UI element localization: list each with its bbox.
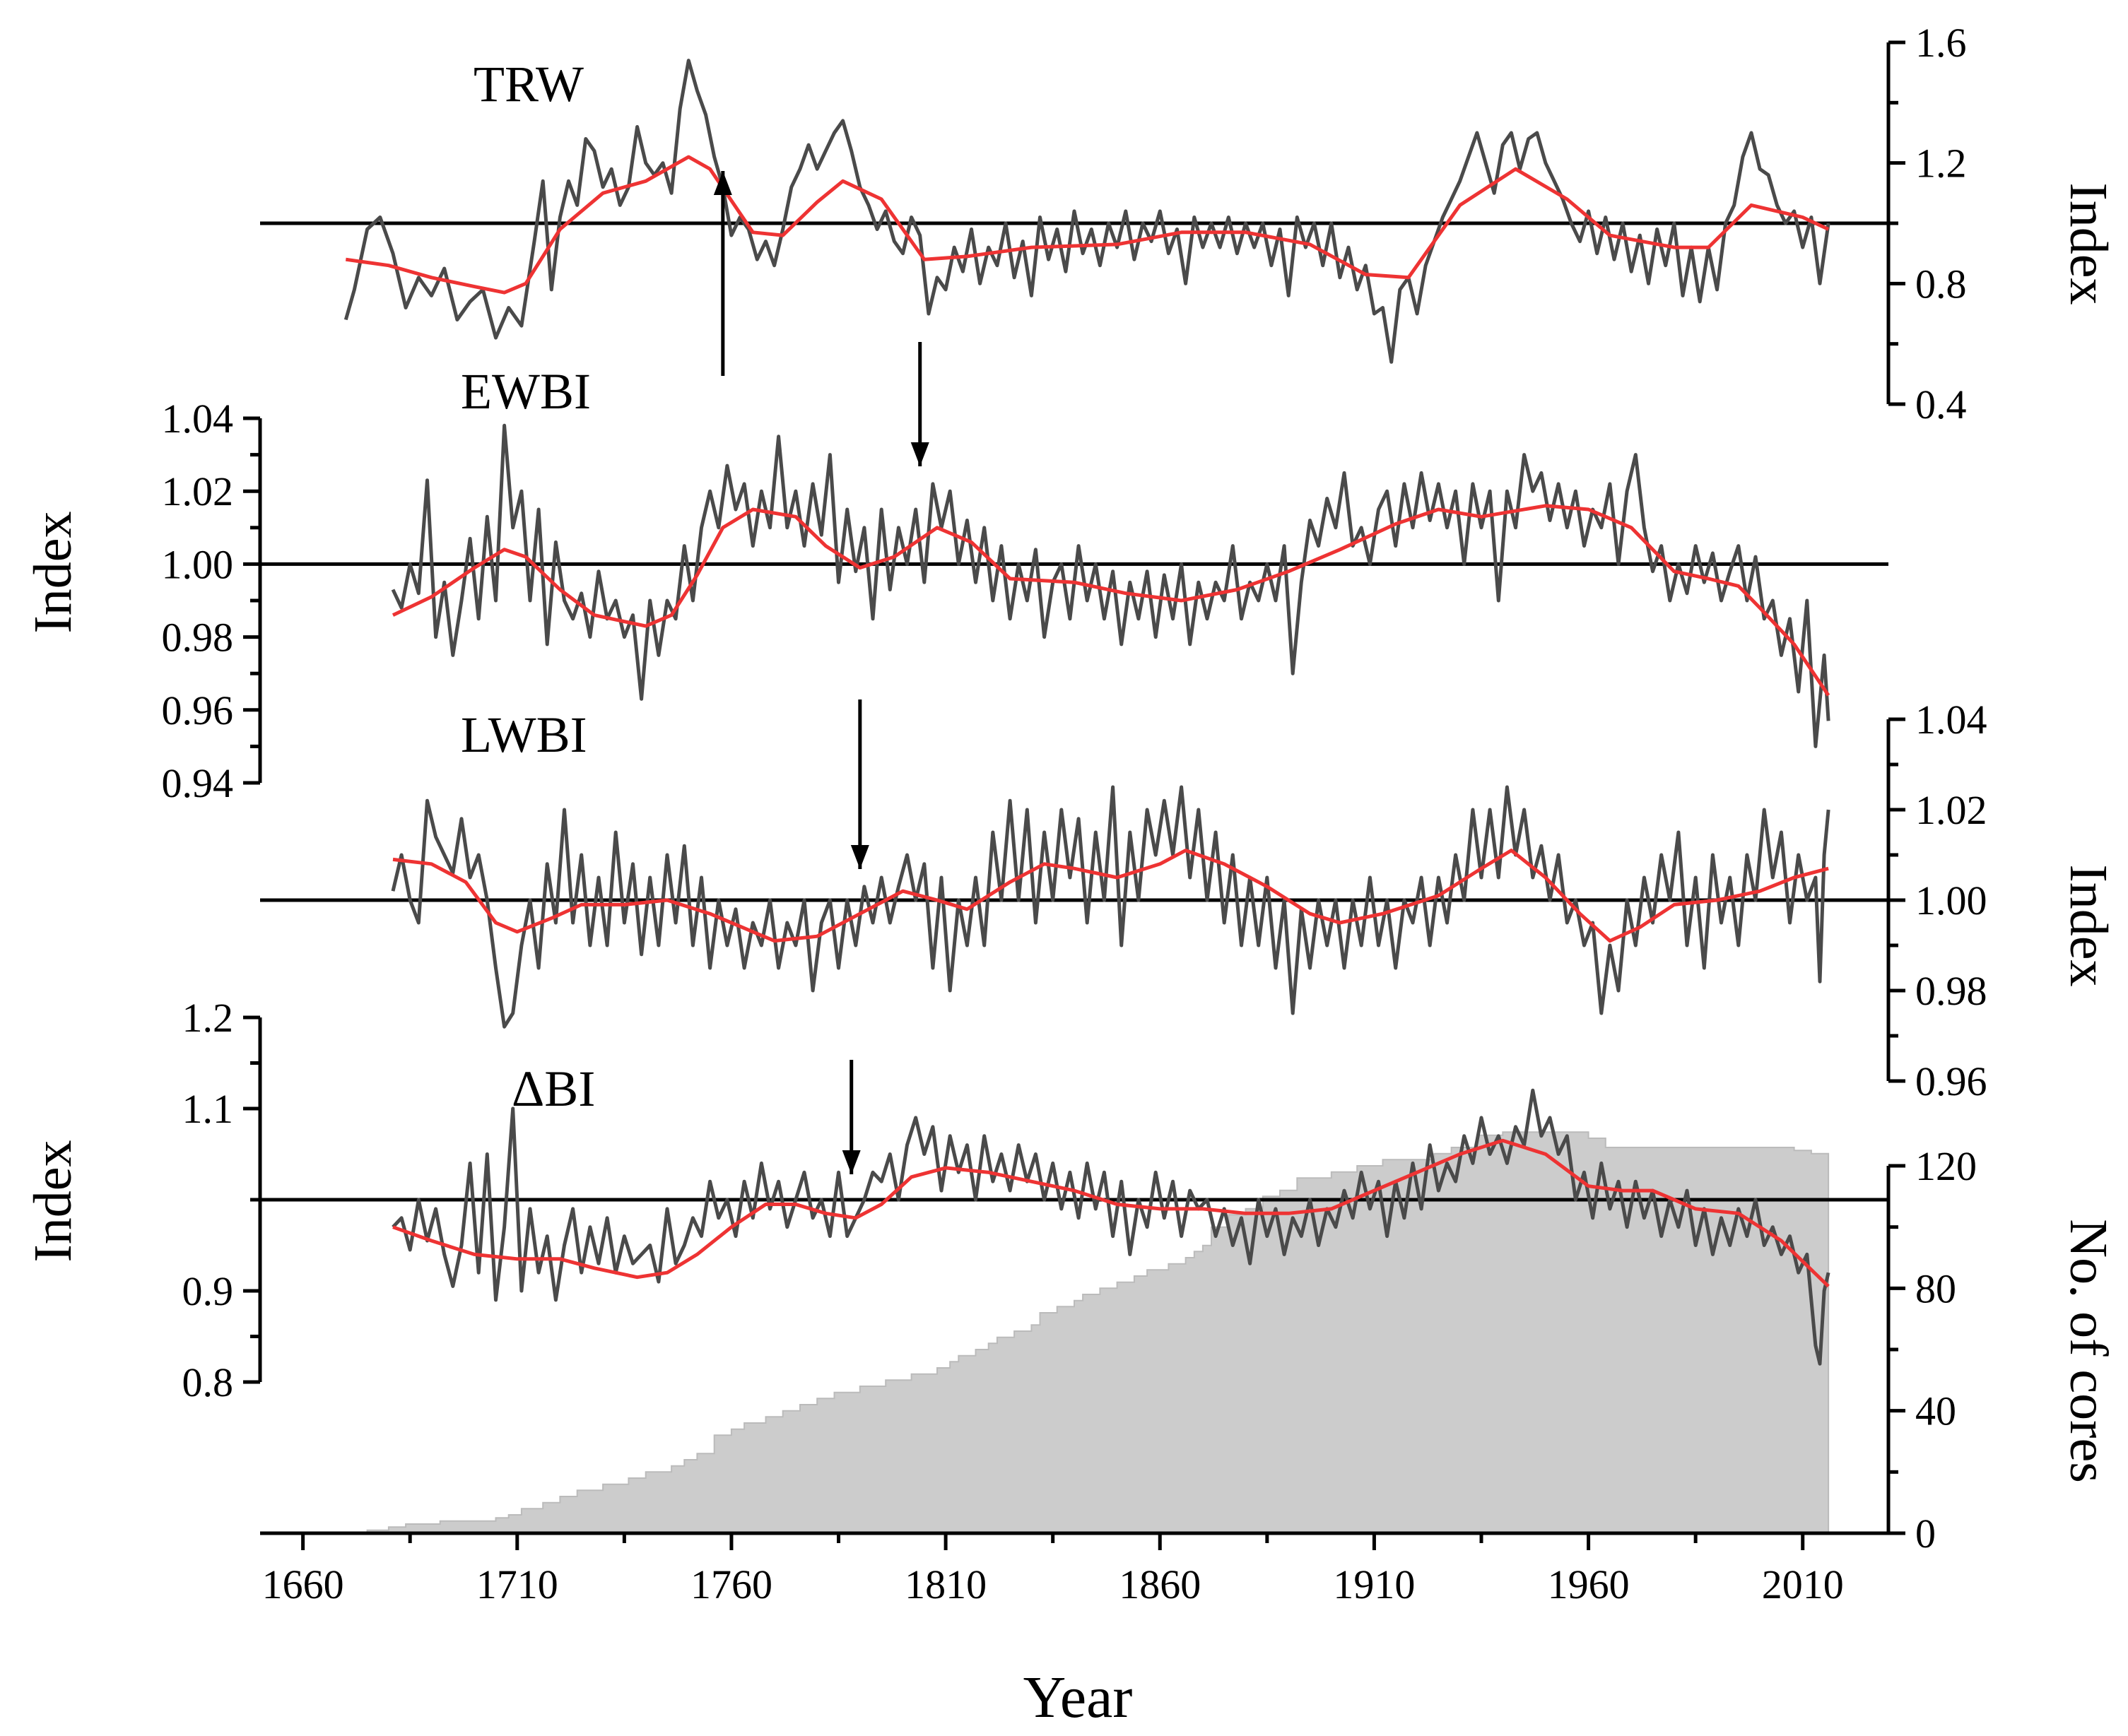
cores-tick-label: 0 (1915, 1511, 1936, 1557)
ewbi-tick-label: 0.98 (162, 615, 234, 661)
ewbi-event-arrow-head (910, 442, 929, 466)
sample-depth-area (346, 1131, 1830, 1534)
dbi-smoothed-series (392, 1138, 1830, 1288)
ewbi-tick-label: 0.96 (162, 687, 234, 733)
lwbi-tick-label: 1.02 (1915, 787, 1987, 833)
ewbi-tick-label: 1.00 (162, 541, 234, 587)
ewbi-tick-label: 0.94 (162, 760, 234, 806)
lwbi-tick-label: 1.04 (1915, 697, 1987, 743)
cores-tick-label: 80 (1915, 1265, 1956, 1311)
cores-tick-label: 120 (1915, 1143, 1977, 1189)
x-tick-label: 1710 (476, 1561, 558, 1607)
x-axis-title: Year (1023, 1665, 1133, 1730)
lwbi-series-label: LWBI (461, 707, 587, 763)
ewbi-raw-series (391, 423, 1830, 748)
x-tick-label: 1960 (1548, 1561, 1630, 1607)
lwbi-event-arrow-head (850, 845, 869, 869)
lwbi-tick-label: 1.00 (1915, 878, 1987, 923)
lwbi-tick-label: 0.96 (1915, 1058, 1987, 1104)
trw-axis-title: Index (2059, 182, 2118, 305)
ewbi-tick-label: 1.04 (162, 396, 234, 442)
trw-tick-label: 1.2 (1915, 141, 1967, 187)
trw-series-label: TRW (474, 56, 584, 112)
dbi-tick-label: 0.9 (182, 1268, 234, 1314)
trw-tick-label: 0.4 (1915, 382, 1967, 427)
lwbi-tick-label: 0.98 (1915, 968, 1987, 1014)
lwbi-smoothed-series (392, 849, 1829, 943)
dbi-series-label: ΔBI (512, 1061, 595, 1117)
axes: 0 40 80 120 0.4 0.8 1.2 1.6 0.94 0.96 0.98 1.00 1.02… (162, 20, 1987, 1607)
x-tick-label: 2010 (1762, 1561, 1844, 1607)
x-tick-label: 1810 (905, 1561, 987, 1607)
ewbi-smoothed-series (392, 504, 1830, 697)
trw-event-arrow-head (713, 171, 732, 195)
trw-smoothed-series (345, 155, 1830, 295)
x-tick-label: 1910 (1333, 1561, 1415, 1607)
x-tick-label: 1760 (690, 1561, 772, 1607)
trw-raw-series (343, 59, 1830, 364)
ewbi-series-label: EWBI (461, 363, 591, 420)
dbi-tick-label: 0.8 (182, 1359, 234, 1405)
dbi-raw-series (392, 1088, 1830, 1366)
cores-area-layer (346, 1131, 1830, 1534)
series-lines (343, 59, 1830, 1366)
ewbi-axis-title: Index (23, 511, 83, 633)
cores-tick-label: 40 (1915, 1388, 1956, 1434)
dbi-axis-title: Index (23, 1140, 83, 1262)
lwbi-axis-title: Index (2059, 864, 2118, 986)
dbi-tick-label: 1.1 (182, 1086, 234, 1132)
x-tick-label: 1860 (1119, 1561, 1201, 1607)
dbi-tick-label: 1.2 (182, 995, 234, 1041)
trw-tick-label: 1.6 (1915, 20, 1967, 66)
cores-axis-title: No. of cores (2059, 1219, 2118, 1483)
lwbi-raw-series (391, 785, 1830, 1029)
ewbi-tick-label: 1.02 (162, 468, 234, 514)
trw-tick-label: 0.8 (1915, 261, 1967, 307)
dbi-event-arrow-head (842, 1150, 861, 1174)
x-tick-label: 1660 (262, 1561, 344, 1607)
